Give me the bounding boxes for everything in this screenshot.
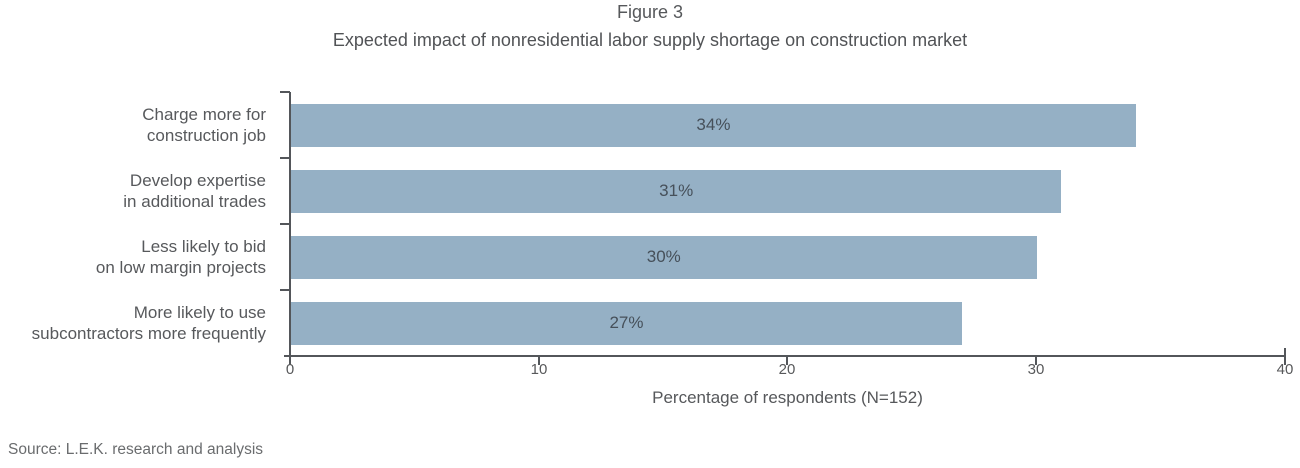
x-axis-line	[284, 355, 1286, 357]
bar-chart-rows: Charge more for construction job 34% Dev…	[0, 92, 1285, 356]
x-axis-tick	[786, 357, 788, 365]
bar-track: 31%	[291, 169, 1285, 213]
x-axis-tick	[1284, 357, 1286, 365]
x-axis-tick	[1035, 357, 1037, 365]
bar: 30%	[291, 235, 1037, 279]
source-note: Source: L.E.K. research and analysis	[8, 441, 264, 458]
bar-value-label: 27%	[609, 313, 644, 332]
bar-track: 34%	[291, 103, 1285, 147]
bar: 27%	[291, 301, 962, 345]
figure-number: Figure 3	[616, 2, 684, 22]
bar-row: Less likely to bid on low margin project…	[0, 224, 1285, 290]
category-label: Charge more for construction job	[142, 105, 266, 145]
y-axis-tick	[280, 91, 290, 93]
y-axis-tick	[280, 157, 290, 159]
x-axis-end-cap	[1284, 348, 1286, 355]
bar: 34%	[291, 103, 1136, 147]
bar-row: Develop expertise in additional trades 3…	[0, 158, 1285, 224]
bar-value-label: 34%	[696, 115, 731, 134]
bar-row: More likely to use subcontractors more f…	[0, 290, 1285, 356]
x-axis-tick	[538, 357, 540, 365]
category-label: Develop expertise in additional trades	[123, 171, 266, 211]
bar-track: 30%	[291, 235, 1285, 279]
x-tick-label: 30	[1027, 361, 1045, 378]
category-label: More likely to use subcontractors more f…	[31, 303, 266, 343]
x-tick-label: 0	[285, 361, 295, 378]
x-axis-tick	[289, 357, 291, 365]
y-axis-line	[289, 92, 291, 356]
bar-value-label: 30%	[646, 247, 681, 266]
category-label: Less likely to bid on low margin project…	[95, 237, 266, 277]
y-axis-tick	[280, 289, 290, 291]
chart-title: Expected impact of nonresidential labor …	[332, 30, 968, 50]
x-tick-label: 40	[1276, 361, 1294, 378]
bar: 31%	[291, 169, 1062, 213]
x-axis-title: Percentage of respondents (N=152)	[652, 388, 923, 407]
bar-value-label: 31%	[659, 181, 694, 200]
y-axis-tick	[280, 223, 290, 225]
x-tick-label: 10	[530, 361, 548, 378]
bar-row: Charge more for construction job 34%	[0, 92, 1285, 158]
chart-title-block: Figure 3 Expected impact of nonresidenti…	[0, 0, 1300, 52]
x-tick-label: 20	[778, 361, 796, 378]
bar-track: 27%	[291, 301, 1285, 345]
